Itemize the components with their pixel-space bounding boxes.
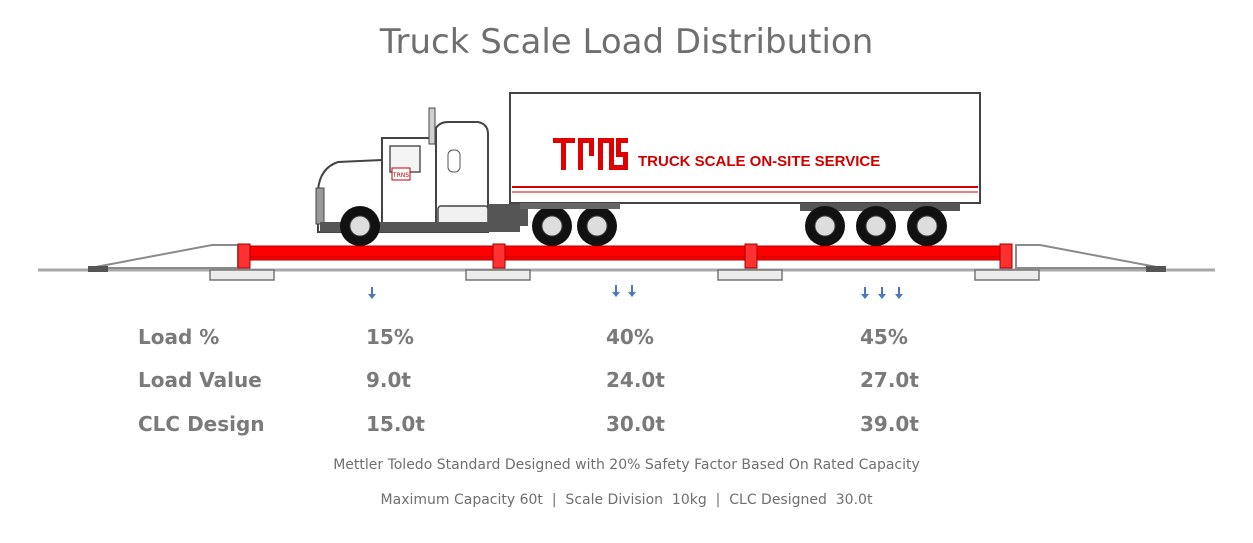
section-3-value: 27.0t <box>860 368 919 392</box>
arrow-down-icon <box>861 287 869 299</box>
arrow-down-icon <box>878 287 886 299</box>
load-arrows <box>368 285 903 299</box>
truck-tractor: TRNS <box>315 107 617 246</box>
arrow-down-icon <box>628 285 636 297</box>
row-label: Load Value <box>138 368 262 392</box>
load-cell-1 <box>237 243 251 269</box>
section-1-value: 15.0t <box>366 412 425 436</box>
trailer-brand-text: TRUCK SCALE ON-SITE SERVICE <box>638 153 880 170</box>
scale-platform <box>237 243 1013 269</box>
section-2-value: 40% <box>606 325 654 349</box>
foundation-pad-3 <box>717 269 783 281</box>
left-ramp <box>89 244 239 269</box>
trailer: TRUCK SCALE ON-SITE SERVICE <box>509 92 981 246</box>
load-cell-3 <box>744 243 758 269</box>
left-ramp-end <box>88 266 108 272</box>
table-row-load-percent: Load % 15% 40% 45% <box>0 325 1253 355</box>
foundation-pad-2 <box>465 269 531 281</box>
load-cell-4 <box>999 243 1013 269</box>
row-label: Load % <box>138 325 220 349</box>
section-2-value: 24.0t <box>606 368 665 392</box>
section-1-value: 15% <box>366 325 414 349</box>
capacity-note: Maximum Capacity 60t | Scale Division 10… <box>380 492 873 508</box>
row-label: CLC Design <box>138 412 265 436</box>
svg-text:TRNS: TRNS <box>392 172 409 179</box>
safety-factor-note: Mettler Toledo Standard Designed with 20… <box>333 457 920 473</box>
section-1-value: 9.0t <box>366 368 411 392</box>
arrow-down-icon <box>895 287 903 299</box>
section-3-value: 39.0t <box>860 412 919 436</box>
table-row-load-value: Load Value 9.0t 24.0t 27.0t <box>0 368 1253 398</box>
foundation-pad-1 <box>209 269 275 281</box>
foundation-pad-4 <box>974 269 1040 281</box>
right-ramp-end <box>1146 266 1166 272</box>
load-cell-2 <box>492 243 506 269</box>
arrow-down-icon <box>368 287 376 299</box>
diagram-title: Truck Scale Load Distribution <box>379 22 874 62</box>
right-ramp <box>1015 244 1163 269</box>
section-3-value: 45% <box>860 325 908 349</box>
table-row-clc-design: CLC Design 15.0t 30.0t 39.0t <box>0 412 1253 442</box>
trailer-logo <box>553 138 628 170</box>
section-2-value: 30.0t <box>606 412 665 436</box>
arrow-down-icon <box>612 285 620 297</box>
